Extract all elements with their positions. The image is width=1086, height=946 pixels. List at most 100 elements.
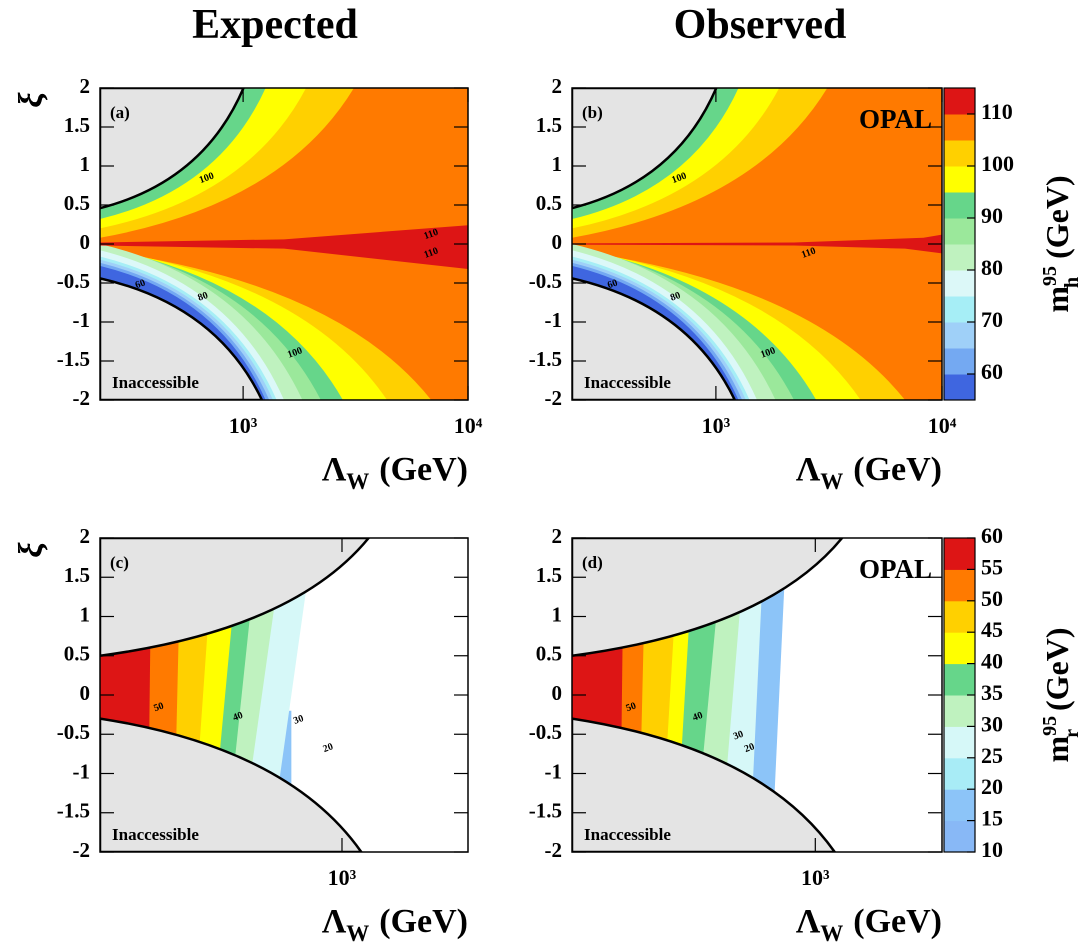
y-tick-label: -1.5 [57,799,90,823]
colorbar-label-superscript: 95 [1039,716,1061,736]
y-tick-label: -2 [545,386,563,410]
panel-label: (c) [110,553,129,572]
contour-label: 100 [670,171,688,186]
y-tick-label: 1 [552,602,563,626]
colorbar-tick-label: 35 [981,680,1003,705]
y-tick-label: 2 [552,524,563,548]
colorbar-band [944,270,975,297]
colorbar-tick-label: 55 [981,554,1003,579]
inaccessible-region [100,717,363,852]
x-tick-label: 10³ [328,865,357,890]
panel-label: (b) [582,103,603,122]
colorbar-band [944,632,975,665]
y-tick-label: 1.5 [64,113,90,137]
colorbar-band [944,600,975,633]
y-tick-label: -1.5 [529,799,562,823]
colorbar-label: m95r (GeV) [1039,627,1083,762]
colorbar-band [944,538,975,570]
annotation: Inaccessible [584,825,671,844]
annotation: OPAL [859,104,932,134]
colorbar-label-unit: (GeV) [1039,175,1075,259]
colorbar-band [944,569,975,602]
y-tick-label: 0.5 [64,191,90,215]
colorbar-band [944,88,975,115]
y-tick-label: -1 [73,308,91,332]
colorbar-tick-label: 15 [981,806,1003,831]
colorbar-tick-label: 50 [981,586,1003,611]
contour-label: 110 [422,227,439,242]
colorbar-tick-label: 40 [981,649,1003,674]
y-tick-label: 2 [80,524,91,548]
y-tick-label: -2 [73,838,91,862]
colorbar-label-superscript: 95 [1039,266,1061,286]
annotation: Inaccessible [584,373,671,392]
y-tick-label: 1.5 [536,113,562,137]
colorbar-tick-label: 110 [981,99,1013,124]
annotation: Inaccessible [112,825,199,844]
y-tick-label: -1.5 [57,347,90,371]
y-axis-label: ξ [13,542,50,558]
colorbar-band [944,140,975,167]
y-tick-label: 2 [80,74,91,98]
y-tick-label: -0.5 [57,269,90,293]
annotation: Inaccessible [112,373,199,392]
colorbar-band [944,757,975,790]
contour-label: 100 [198,171,216,186]
colorbar-band [944,166,975,193]
x-label-subscript: W [346,469,369,494]
colorbar-label-symbol: m [1039,286,1075,313]
x-axis-label: ΛW (GeV) [796,451,942,494]
colorbar-band [944,348,975,375]
colorbar-band [944,218,975,245]
x-label-unit: (GeV) [853,451,942,488]
y-tick-label: -1 [545,759,563,783]
colorbar-band [944,789,975,822]
contour-label: 100 [286,345,304,360]
y-tick-label: 0.5 [536,642,562,666]
inaccessible-region [100,277,264,400]
contour-map: 110 110 100 60 80 100 [100,88,468,400]
y-tick-label: 0 [80,230,91,254]
colorbar-tick-label: 20 [981,774,1003,799]
y-tick-label: 0 [80,681,91,705]
y-tick-label: 1.5 [536,563,562,587]
x-tick-label: 10³ [801,865,830,890]
y-tick-label: -0.5 [57,720,90,744]
x-label-unit: (GeV) [853,903,942,940]
y-tick-label: -2 [545,838,563,862]
y-tick-label: 0 [552,681,563,705]
colorbar-label-subscript: r [1061,729,1083,738]
x-tick-label: 10⁴ [454,413,483,438]
x-tick-label: 10³ [702,413,731,438]
colorbar-band [944,322,975,349]
y-tick-label: -1 [73,759,91,783]
colorbar-tick-label: 25 [981,743,1003,768]
contour-label: 20 [322,741,335,755]
colorbar-band [944,663,975,696]
x-tick-label: 10⁴ [928,413,957,438]
contour-label: 80 [669,290,682,304]
panel-label: (d) [582,553,603,572]
x-axis-label: ΛW (GeV) [322,451,468,494]
contour-label: 60 [134,277,147,291]
contour-label: 110 [800,246,817,261]
x-label-unit: (GeV) [379,451,468,488]
column-title: Expected [192,2,358,48]
colorbar-tick-label: 80 [981,255,1003,280]
colorbar-tick-label: 70 [981,307,1003,332]
x-label-unit: (GeV) [379,903,468,940]
colorbar-frame [943,87,976,401]
colorbar-band [944,820,975,853]
y-tick-label: -0.5 [529,720,562,744]
contour-label: 40 [231,710,244,724]
y-tick-label: 1 [552,152,563,176]
colorbar-band [944,726,975,759]
contour-label: 100 [759,345,777,360]
contour-label: 30 [292,713,305,727]
colorbar-tick-label: 90 [981,203,1003,228]
x-label-subscript: W [820,921,843,946]
